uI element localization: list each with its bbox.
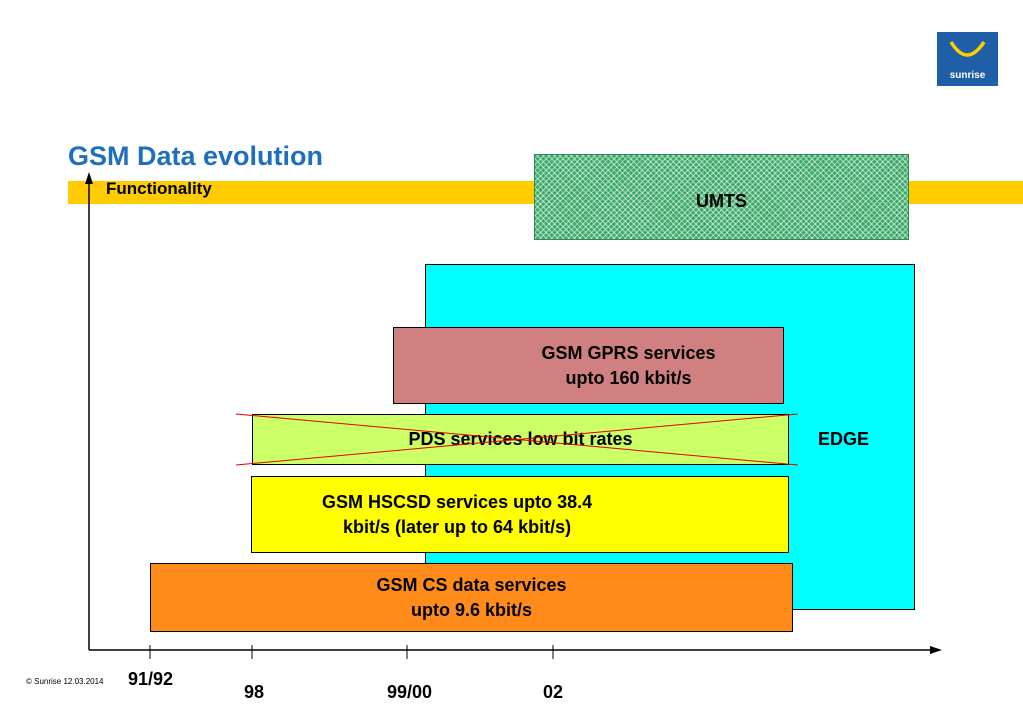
logo-text: sunrise [949,70,986,81]
umts-block: UMTS [534,154,909,240]
cs-block: GSM CS data services upto 9.6 kbit/s [150,563,793,632]
x-tick-label-2: 98 [244,682,265,702]
y-axis-label: Functionality [106,179,212,198]
umts-label: UMTS [696,191,747,211]
y-axis-arrow [85,172,93,184]
x-tick-label-3: 99/00 [387,682,433,702]
sun-arc-icon [949,41,986,57]
sunrise-logo: sunrise [937,32,998,86]
x-tick-label-4: 02 [543,682,564,702]
hscsd-label-line2: kbit/s (later up to 64 kbit/s) [343,516,572,537]
pds-strike-line-2 [235,413,799,466]
cs-label-line2: upto 9.6 kbit/s [410,599,533,620]
cs-label-line1: GSM CS data services [376,575,567,596]
page-title: GSM Data evolution [68,141,324,171]
x-tick-label-1: 91/92 [128,669,174,689]
hscsd-label-line1: GSM HSCSD services upto 38.4 [322,492,593,513]
gprs-label-line1: GSM GPRS services [541,343,716,364]
gprs-block: GSM GPRS services upto 160 kbit/s [393,327,784,404]
gprs-label-line2: upto 160 kbit/s [565,367,692,388]
x-axis-arrow [930,646,942,654]
edge-label: EDGE [818,429,870,449]
hscsd-block: GSM HSCSD services upto 38.4 kbit/s (lat… [251,476,789,553]
copyright-footer: © Sunrise 12.03.2014 [26,677,104,686]
